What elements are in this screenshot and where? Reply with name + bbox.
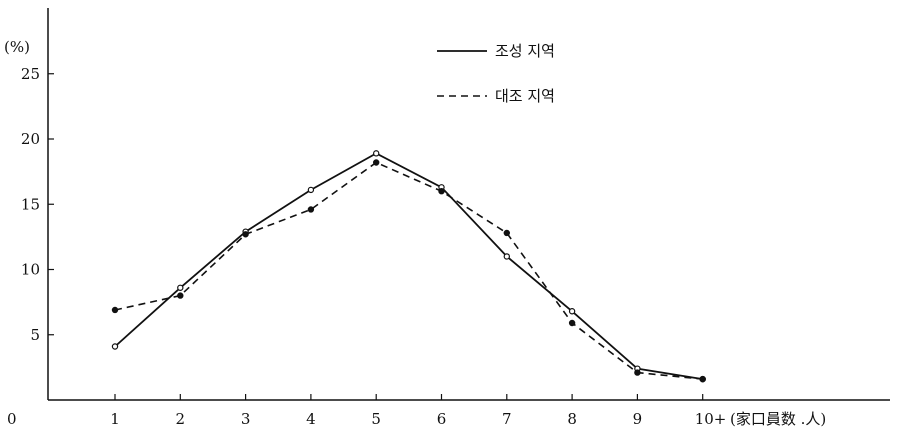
y-tick-label: 15 (21, 195, 40, 213)
data-point (177, 284, 184, 291)
data-point (111, 306, 119, 314)
y-ticks: 5 10 15 20 25 (21, 65, 54, 344)
x-axis-unit-label: (家口員数 .人) (730, 410, 826, 428)
data-point (177, 292, 184, 299)
data-point (373, 159, 380, 166)
data-point (307, 186, 315, 194)
data-point (568, 319, 576, 327)
data-point (373, 150, 380, 157)
data-point (568, 308, 576, 315)
series-line-solid (114, 152, 703, 380)
x-tick-label: 3 (241, 410, 251, 428)
x-tick-label: 5 (371, 410, 381, 428)
origin-label: 0 (7, 410, 17, 428)
y-tick-label: 5 (30, 326, 40, 344)
x-ticks: 1 2 3 4 5 6 7 8 9 10+ (110, 394, 726, 428)
data-point (111, 343, 119, 350)
x-tick-label: 7 (502, 410, 512, 428)
y-tick-label: 25 (21, 65, 40, 83)
data-point (242, 231, 249, 238)
data-point (503, 229, 510, 237)
y-axis-unit-label: (%) (4, 38, 30, 56)
x-tick-label: 8 (567, 410, 577, 428)
legend-label: 조성 지역 (495, 42, 555, 60)
x-tick-label: 9 (633, 410, 643, 428)
series-line-dashed (114, 161, 703, 380)
y-tick-label: 20 (21, 130, 40, 148)
x-tick-label: 4 (306, 410, 316, 428)
x-tick-label: 6 (437, 410, 447, 428)
data-point (438, 187, 445, 195)
series-lines (111, 150, 706, 383)
y-tick-label: 10 (21, 261, 40, 279)
x-tick-label: 1 (110, 410, 120, 428)
data-point (634, 369, 641, 376)
data-point (699, 375, 706, 383)
x-tick-label: 10+ (695, 410, 727, 428)
legend-label: 대조 지역 (495, 87, 555, 105)
data-point (503, 253, 510, 260)
x-tick-label: 2 (176, 410, 186, 428)
data-point (307, 206, 315, 213)
